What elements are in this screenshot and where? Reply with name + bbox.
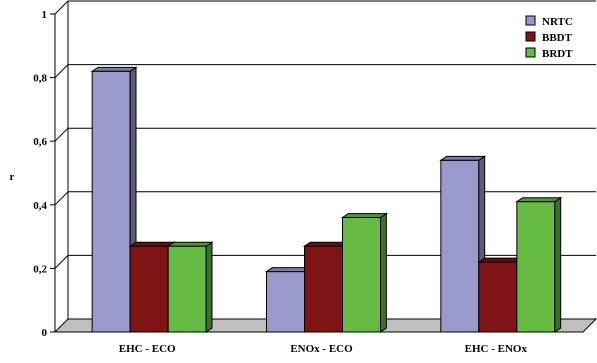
bar-top [340,213,389,219]
bar-front [266,271,305,333]
bar-front [129,245,169,333]
y-tick-label: 0 [42,327,48,339]
legend-swatch-bbdt [525,31,536,42]
bar-bbdt-3 [477,257,525,333]
bar-brdt-2 [340,212,389,333]
bar-front [342,217,381,333]
bar-side [554,196,562,333]
gridline-diagonal [54,127,69,142]
legend-label-bbdt: BBDT [542,32,573,44]
gridline-diagonal [54,255,69,269]
bar-top [302,241,351,247]
bar-front [167,245,207,333]
bar-bbdt-2 [302,241,351,333]
x-category-label: ENOx - ECO [290,343,353,355]
legend-label-nrtc: NRTC [542,16,573,28]
x-category-label: EHC - ECO [119,343,176,355]
bar-top [439,155,487,161]
y-tick-label: 1 [42,9,48,21]
bar-top [128,241,176,247]
legend-swatch-brdt [525,47,536,58]
bar-top [90,66,138,72]
y-tick-label: 0,8 [33,73,47,85]
bar-nrtc-3 [439,155,487,333]
bar-brdt-1 [166,241,214,333]
y-axis-label: r [10,171,15,183]
bar-nrtc-1 [90,66,138,333]
bar-side [380,212,387,333]
legend-label-brdt: BRDT [542,48,573,60]
bar-front [478,261,518,333]
bar-top [515,197,563,203]
gridline-diagonal [54,191,69,206]
x-category-label: EHC - ENOx [465,343,528,355]
bar-top [264,267,313,273]
bar-side [205,241,213,333]
legend-swatch-nrtc [525,15,536,26]
bar-brdt-3 [515,196,563,333]
bar-front [440,159,480,333]
bar-top [166,241,214,247]
bar-front [516,201,556,333]
y-tick-label: 0,2 [33,263,47,275]
bar-front [91,70,131,333]
bar-bbdt-1 [128,241,176,333]
bar-front [304,245,343,333]
gridline-diagonal [54,0,69,15]
y-tick-label: 0,6 [33,136,47,148]
y-tick-label: 0,4 [33,200,47,212]
bar-nrtc-2 [264,266,313,333]
gridline-diagonal [54,64,69,78]
bar-top [477,257,525,263]
